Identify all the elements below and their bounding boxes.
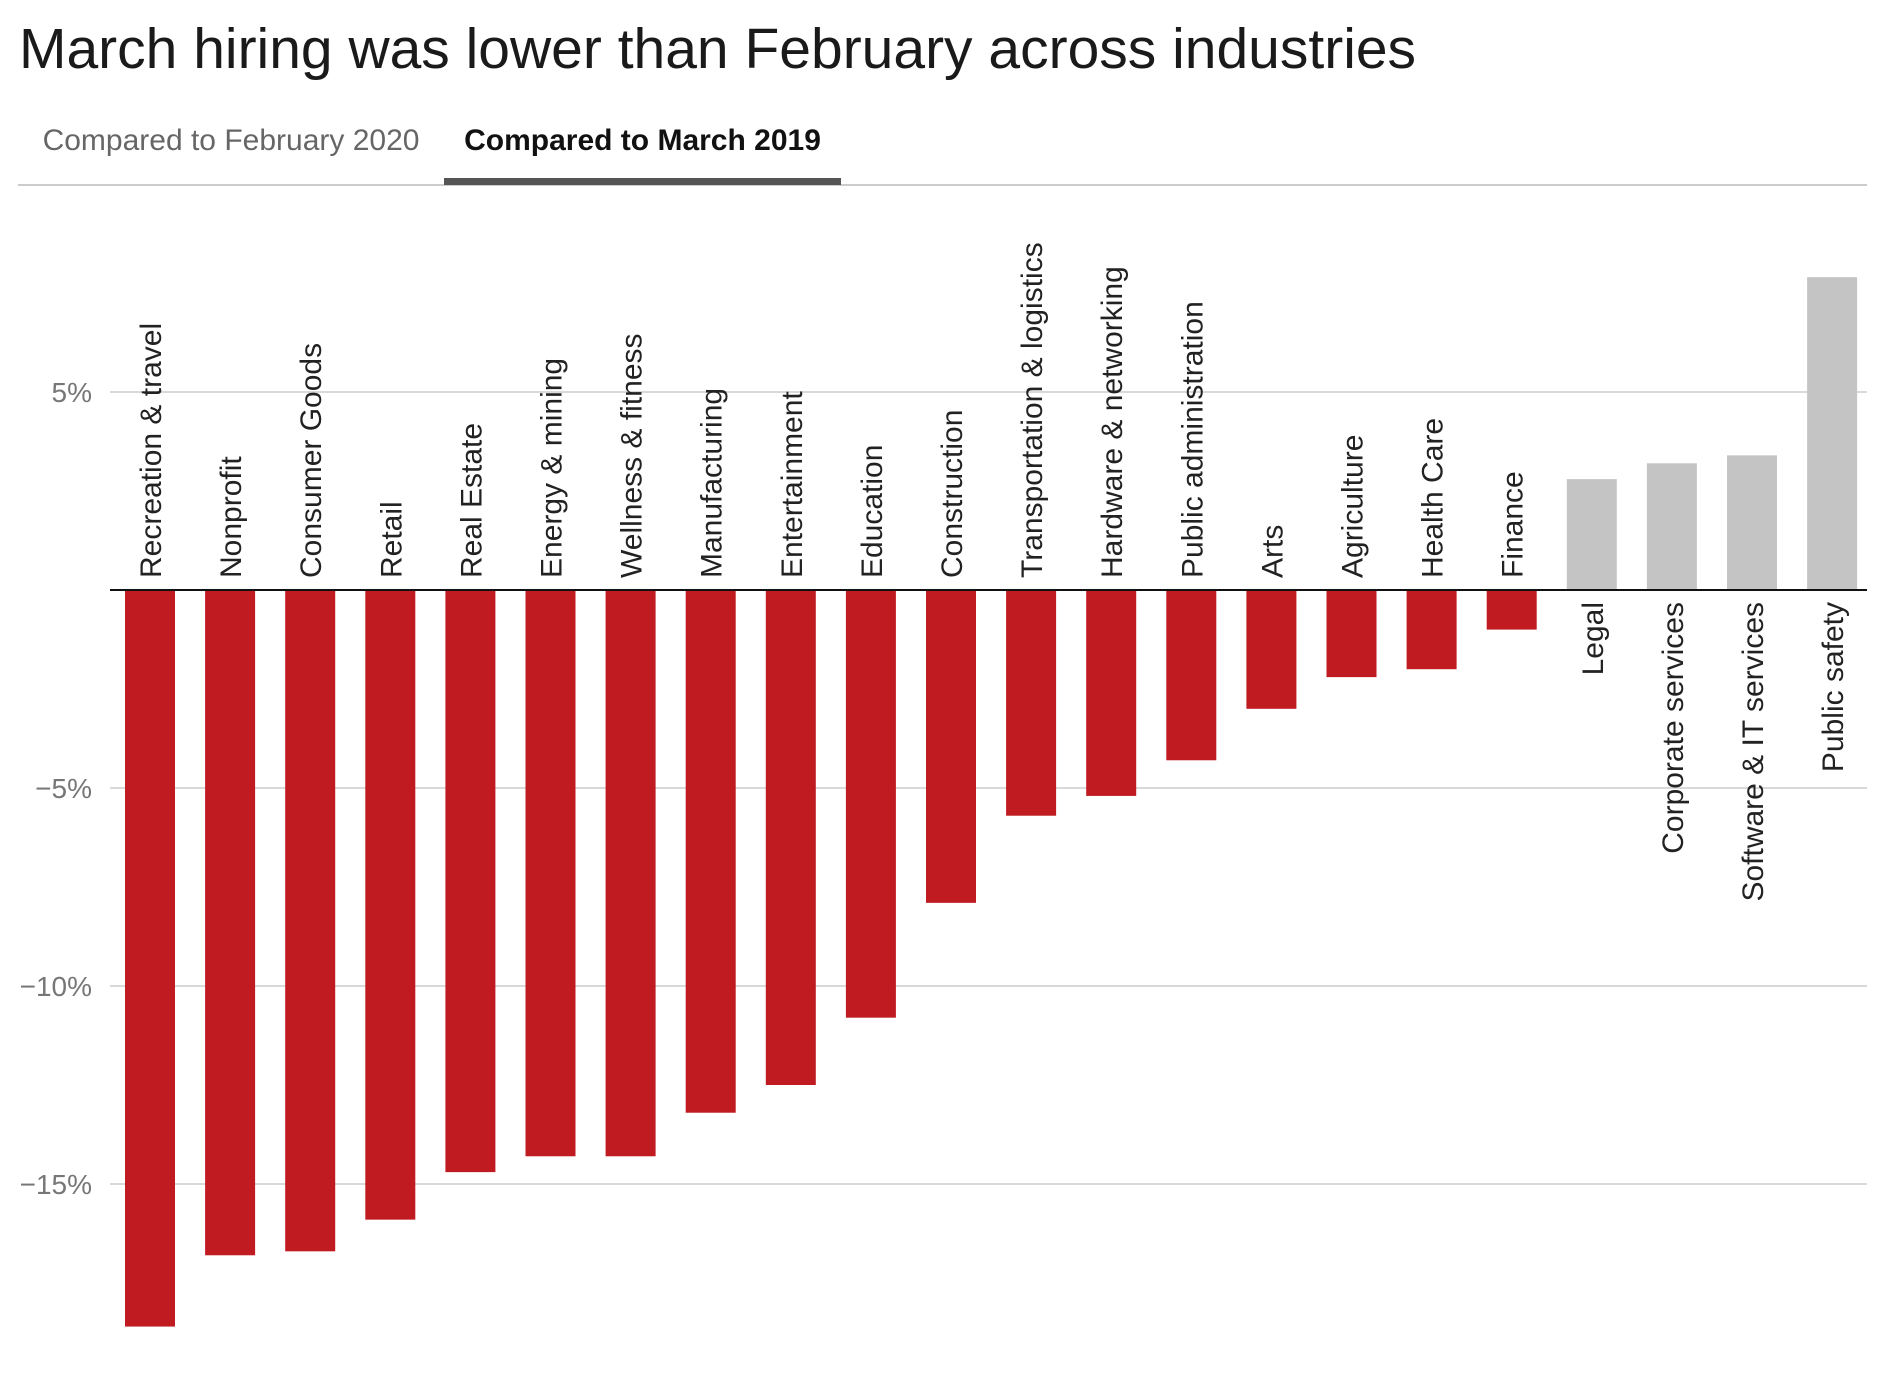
category-label: Agriculture (1337, 435, 1370, 578)
y-tick-label: −10% (20, 971, 92, 1002)
bars (125, 277, 1858, 1327)
bar (605, 590, 656, 1157)
bar (1406, 590, 1457, 670)
category-label: Entertainment (776, 391, 809, 578)
category-label: Retail (375, 501, 408, 578)
category-label: Public administration (1176, 301, 1209, 578)
category-label: Energy & mining (536, 358, 569, 578)
category-label: Public safety (1817, 602, 1850, 772)
bar (1486, 590, 1537, 630)
tab-compared-to-march-2019[interactable]: Compared to March 2019 (444, 112, 841, 185)
tab-bar: Compared to February 2020 Compared to Ma… (18, 112, 1867, 186)
y-tick-label: −5% (35, 773, 92, 804)
bar (445, 590, 496, 1173)
bar (1006, 590, 1057, 816)
category-label: Recreation & travel (135, 323, 168, 578)
tab-compared-to-february-2020[interactable]: Compared to February 2020 (42, 124, 420, 157)
bar (685, 590, 736, 1113)
bar (1566, 479, 1617, 590)
category-label: Hardware & networking (1096, 266, 1129, 578)
category-label: Finance (1497, 471, 1530, 578)
bar (1326, 590, 1377, 678)
bar (845, 590, 896, 1018)
bar (285, 590, 336, 1252)
chart-title: March hiring was lower than February acr… (19, 17, 1417, 81)
bar (1727, 455, 1777, 590)
category-label: Health Care (1417, 418, 1450, 578)
bar (205, 590, 256, 1256)
category-label: Legal (1577, 602, 1610, 675)
category-label: Real Estate (455, 423, 488, 578)
bar (365, 590, 416, 1220)
category-label: Corporate services (1657, 602, 1690, 854)
category-label: Transportation & logistics (1016, 242, 1049, 578)
y-tick-label: 5% (52, 377, 92, 408)
bar (1086, 590, 1137, 796)
bar (125, 590, 175, 1327)
category-label: Construction (936, 410, 969, 578)
bar (926, 590, 976, 903)
bar (765, 590, 816, 1085)
bar (1246, 590, 1297, 709)
category-labels: Recreation & travel Nonprofit Consumer Goo… (135, 242, 1850, 901)
category-label: Arts (1256, 525, 1289, 578)
category-label: Software & IT services (1737, 602, 1770, 902)
bar (1807, 277, 1858, 590)
bar (1166, 590, 1217, 761)
y-tick-label: −15% (20, 1169, 92, 1200)
category-label: Education (856, 445, 889, 578)
category-label: Nonprofit (215, 456, 248, 578)
category-label: Wellness & fitness (616, 333, 649, 578)
category-label: Consumer Goods (295, 343, 328, 578)
category-label: Manufacturing (696, 388, 729, 578)
bar (525, 590, 576, 1157)
bar (1646, 463, 1697, 590)
